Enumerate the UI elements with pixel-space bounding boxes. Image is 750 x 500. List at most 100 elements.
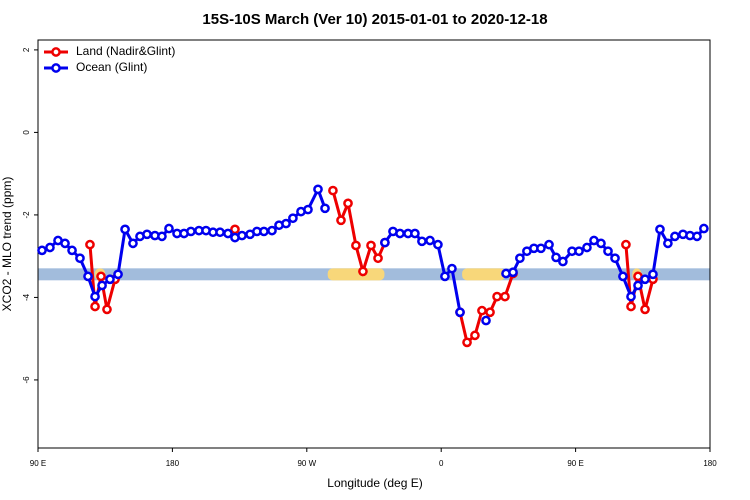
series-point <box>425 235 435 246</box>
legend-label: Land (Nadir&Glint) <box>76 44 175 58</box>
series-point <box>142 229 152 240</box>
x-tick-label: 180 <box>703 459 717 468</box>
series-point <box>610 253 620 264</box>
series-point <box>343 198 353 209</box>
x-axis-label: Longitude (deg E) <box>327 476 422 490</box>
series-point <box>508 267 518 278</box>
land-band <box>327 268 385 281</box>
series-point <box>215 227 225 238</box>
series-point <box>85 239 95 250</box>
series-point <box>303 204 313 215</box>
x-tick-label: 90 E <box>567 459 583 468</box>
series-point <box>120 224 130 235</box>
series-point <box>328 185 338 196</box>
series-point <box>83 271 93 282</box>
series-point <box>395 228 405 239</box>
y-axis-label: XCO2 - MLO trend (ppm) <box>0 177 14 312</box>
series-point <box>455 307 465 318</box>
series-point <box>96 271 106 282</box>
series-point <box>648 269 658 280</box>
series-point <box>60 238 70 249</box>
series-point <box>320 203 330 214</box>
series-point <box>663 238 673 249</box>
series-point <box>633 280 643 291</box>
series-point <box>544 239 554 250</box>
series-point <box>433 239 443 250</box>
series-point <box>336 215 346 226</box>
legend-marker <box>51 47 61 57</box>
x-tick-label: 180 <box>166 459 180 468</box>
series-point <box>596 238 606 249</box>
series-point <box>621 239 631 250</box>
series-point <box>670 231 680 242</box>
y-tick-label: -2 <box>22 211 31 219</box>
series-point <box>558 256 568 267</box>
series-point <box>692 231 702 242</box>
series-point <box>417 236 427 247</box>
series-point <box>37 245 47 256</box>
legend-marker <box>51 63 61 73</box>
series-point <box>440 271 450 282</box>
land-band <box>462 268 506 281</box>
series-point <box>655 224 665 235</box>
series-point <box>640 274 650 285</box>
series-point <box>699 223 709 234</box>
series-point <box>470 330 480 341</box>
series-point <box>67 245 77 256</box>
series-point <box>492 291 502 302</box>
series-point <box>90 291 100 302</box>
series-point <box>500 291 510 302</box>
x-tick-label: 0 <box>439 459 444 468</box>
series-point <box>90 301 100 312</box>
series-point <box>551 252 561 263</box>
series-point <box>105 274 115 285</box>
series-point <box>477 305 487 316</box>
series-point <box>281 218 291 229</box>
series-point <box>157 231 167 242</box>
y-tick-label: 2 <box>22 47 31 52</box>
series-point <box>45 242 55 253</box>
series-point <box>380 237 390 248</box>
series-point <box>373 253 383 264</box>
series-point <box>358 266 368 277</box>
series-point <box>223 228 233 239</box>
series-point <box>410 228 420 239</box>
series-point <box>603 246 613 257</box>
y-tick-label: -4 <box>22 293 31 301</box>
series-point <box>102 304 112 315</box>
series-point <box>259 226 269 237</box>
series-line <box>88 190 655 346</box>
series-point <box>113 269 123 280</box>
series-point <box>481 315 491 326</box>
series-point <box>186 226 196 237</box>
x-tick-label: 90 W <box>297 459 316 468</box>
series-point <box>447 263 457 274</box>
series-point <box>97 280 107 291</box>
series-point <box>267 225 277 236</box>
series-point <box>626 291 636 302</box>
series-point <box>640 304 650 315</box>
series-point <box>515 253 525 264</box>
series-point <box>164 223 174 234</box>
series-point <box>313 184 323 195</box>
series-point <box>366 240 376 251</box>
series-point <box>75 253 85 264</box>
plot-frame <box>37 39 711 449</box>
series-point <box>626 301 636 312</box>
series-point <box>618 271 628 282</box>
series-point <box>128 238 138 249</box>
series-point <box>536 243 546 254</box>
series-point <box>574 246 584 257</box>
chart-title: 15S-10S March (Ver 10) 2015-01-01 to 202… <box>202 11 547 28</box>
y-tick-label: 0 <box>22 130 31 135</box>
y-tick-label: -6 <box>22 376 31 384</box>
series-point <box>237 230 247 241</box>
series-point <box>462 337 472 348</box>
series-point <box>288 213 298 224</box>
series-point <box>351 240 361 251</box>
series-point <box>582 242 592 253</box>
x-tick-label: 90 E <box>30 459 46 468</box>
legend-label: Ocean (Glint) <box>76 60 147 74</box>
